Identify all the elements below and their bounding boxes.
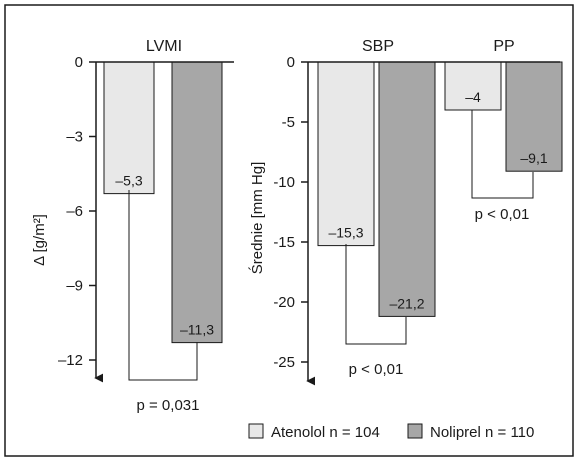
bp-panel: SBP PP Średnie [mm Hg] 0 -5 -10 -15 -20 -25 –… <box>248 38 563 386</box>
bp-y-tick-label: 0 <box>287 54 295 71</box>
lvmi-bar-value-label: –5,3 <box>115 173 142 189</box>
lvmi-y-tick-label: –3 <box>66 129 83 146</box>
bp-y-ticks: 0 -5 -10 -15 -20 -25 <box>273 54 308 371</box>
pp-p-value: p < 0,01 <box>475 206 530 223</box>
bp-bar-noliprel <box>505 61 563 172</box>
bp-bar-value-label: –4 <box>465 89 481 105</box>
bp-bar-value-label: –21,2 <box>389 295 424 311</box>
bp-bar-value-label: –9,1 <box>520 150 547 166</box>
legend-swatch-noliprel <box>407 423 423 439</box>
sbp-p-value: p < 0,01 <box>349 361 404 378</box>
sbp-title: SBP <box>362 38 394 55</box>
lvmi-significance-bracket <box>128 190 198 381</box>
legend-swatch-atenolol <box>248 423 264 439</box>
lvmi-title: LVMI <box>146 38 182 55</box>
legend-label-atenolol: Atenolol n = 104 <box>271 424 380 441</box>
bp-y-tick-label: -5 <box>282 114 295 131</box>
lvmi-y-tick-label: 0 <box>75 54 83 71</box>
pp-title: PP <box>493 38 514 55</box>
bp-bars: –15,3 –4 –21,2 –9,1 <box>317 61 563 317</box>
lvmi-p-value: p = 0,031 <box>137 397 200 414</box>
lvmi-y-tick-label: –9 <box>66 278 83 295</box>
bp-bar-noliprel <box>378 61 436 317</box>
bp-bar-atenolol <box>444 61 502 111</box>
bp-bar-atenolol <box>317 61 375 247</box>
lvmi-y-tick-label: –6 <box>66 203 83 220</box>
bp-y-tick-label: -25 <box>273 354 295 371</box>
legend-label-noliprel: Noliprel n = 110 <box>430 424 534 441</box>
lvmi-bar-value-label: –11,3 <box>180 322 214 338</box>
lvmi-panel: LVMI Δ [g/m²] 0 –3 –6 –9 –12 –5,3 –11,3 p = 0… <box>31 38 234 414</box>
bp-y-tick-label: -20 <box>273 294 295 311</box>
bp-y-axis-title: Średnie [mm Hg] <box>248 162 266 275</box>
lvmi-bars: –5,3 –11,3 <box>103 61 223 344</box>
lvmi-y-ticks: 0 –3 –6 –9 –12 <box>58 54 96 369</box>
bp-y-tick-label: -10 <box>273 174 295 191</box>
lvmi-bar-noliprel <box>171 61 223 344</box>
bp-bar-value-label: –15,3 <box>328 225 363 241</box>
figure-frame <box>4 4 574 457</box>
lvmi-y-tick-label: –12 <box>58 352 83 369</box>
sbp-significance-bracket <box>345 244 407 345</box>
lvmi-y-axis-title: Δ [g/m²] <box>31 214 48 266</box>
pp-significance-bracket <box>471 110 534 199</box>
legend: Atenolol n = 104 Noliprel n = 110 <box>248 423 534 441</box>
bp-y-tick-label: -15 <box>273 234 295 251</box>
